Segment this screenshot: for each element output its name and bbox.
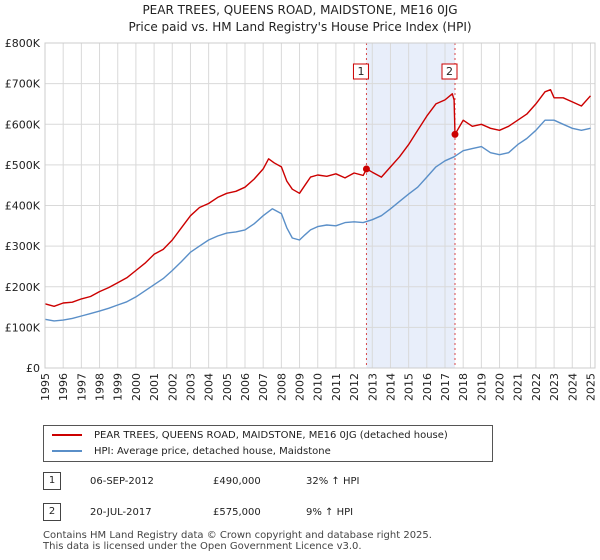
sale-price: £575,000 — [213, 507, 261, 518]
legend-swatch-blue — [52, 450, 82, 452]
x-tick-label: 2008 — [275, 373, 288, 401]
legend-entry-property: PEAR TREES, QUEENS ROAD, MAIDSTONE, ME16… — [52, 428, 448, 444]
x-tick-label: 2020 — [494, 373, 507, 401]
x-tick-label: 1998 — [94, 373, 107, 401]
x-tick-label: 2012 — [348, 373, 361, 401]
x-tick-label: 1997 — [75, 373, 88, 401]
sale-date: 20-JUL-2017 — [90, 507, 152, 518]
property-price-line — [44, 89, 592, 307]
sale-marker-badge: 1 — [43, 472, 61, 490]
y-tick-label: £300K — [5, 240, 41, 253]
x-tick-label: 2018 — [457, 373, 470, 401]
x-tick-label: 2000 — [130, 373, 143, 401]
x-tick-label: 1996 — [57, 373, 70, 401]
sale-marker-label: 2 — [446, 65, 453, 78]
legend-swatch-red — [52, 434, 82, 436]
x-tick-label: 2006 — [239, 373, 252, 401]
x-tick-label: 2002 — [166, 373, 179, 401]
x-tick-label: 2003 — [184, 373, 197, 401]
x-tick-label: 2017 — [439, 373, 452, 401]
legend-label-hpi: HPI: Average price, detached house, Maid… — [94, 446, 331, 457]
y-tick-label: £400K — [5, 200, 41, 213]
footer-licence: This data is licensed under the Open Gov… — [43, 540, 362, 552]
y-tick-label: £600K — [5, 118, 41, 131]
footer-copyright: Contains HM Land Registry data © Crown c… — [43, 530, 432, 541]
x-tick-label: 2007 — [257, 373, 270, 401]
attribution-footer: Contains HM Land Registry data © Crown c… — [43, 530, 583, 552]
y-tick-label: £0 — [26, 362, 40, 375]
chart-subtitle: Price paid vs. HM Land Registry's House … — [128, 20, 471, 34]
sale-hpi-change: 9% ↑ HPI — [306, 507, 354, 518]
x-tick-label: 2019 — [475, 373, 488, 401]
x-tick-label: 2025 — [584, 373, 597, 401]
plot-frame — [44, 42, 596, 369]
y-tick-label: £500K — [5, 159, 41, 172]
x-tick-label: 2013 — [366, 373, 379, 401]
y-tick-label: £700K — [5, 78, 41, 91]
sale-hpi-change: 32% ↑ HPI — [306, 476, 360, 487]
x-tick-label: 2005 — [221, 373, 234, 401]
sale-point — [451, 130, 459, 138]
legend-label-property: PEAR TREES, QUEENS ROAD, MAIDSTONE, ME16… — [94, 430, 448, 441]
sale-marker-box — [352, 63, 369, 80]
x-tick-label: 2004 — [203, 373, 216, 401]
x-tick-label: 2009 — [294, 373, 307, 401]
sale-price: £490,000 — [213, 476, 261, 487]
sale-marker-badge: 2 — [43, 503, 61, 521]
sale-point — [362, 165, 370, 173]
x-tick-label: 2022 — [530, 373, 543, 401]
chart-title: PEAR TREES, QUEENS ROAD, MAIDSTONE, ME16… — [142, 3, 457, 17]
x-tick-label: 2021 — [512, 373, 525, 401]
x-tick-label: 2001 — [148, 373, 161, 401]
x-tick-label: 2011 — [330, 373, 343, 401]
sale-marker-box — [441, 63, 458, 80]
sale-marker-label: 1 — [357, 65, 364, 78]
price-chart: PEAR TREES, QUEENS ROAD, MAIDSTONE, ME16… — [5, 3, 598, 401]
x-tick-label: 2023 — [548, 373, 561, 401]
x-tick-label: 1999 — [112, 373, 125, 401]
x-tick-label: 1995 — [39, 373, 52, 401]
y-tick-label: £800K — [5, 37, 41, 50]
x-tick-label: 2014 — [384, 373, 397, 401]
x-tick-label: 2015 — [403, 373, 416, 401]
y-tick-label: £200K — [5, 281, 41, 294]
hpi-line — [44, 119, 591, 322]
legend-entry-hpi: HPI: Average price, detached house, Maid… — [52, 444, 331, 460]
x-tick-label: 2016 — [421, 373, 434, 401]
y-tick-label: £100K — [5, 321, 41, 334]
x-tick-label: 2010 — [312, 373, 325, 401]
x-tick-label: 2024 — [566, 373, 579, 401]
sale-date: 06-SEP-2012 — [90, 476, 154, 487]
chart-legend: PEAR TREES, QUEENS ROAD, MAIDSTONE, ME16… — [43, 425, 493, 462]
